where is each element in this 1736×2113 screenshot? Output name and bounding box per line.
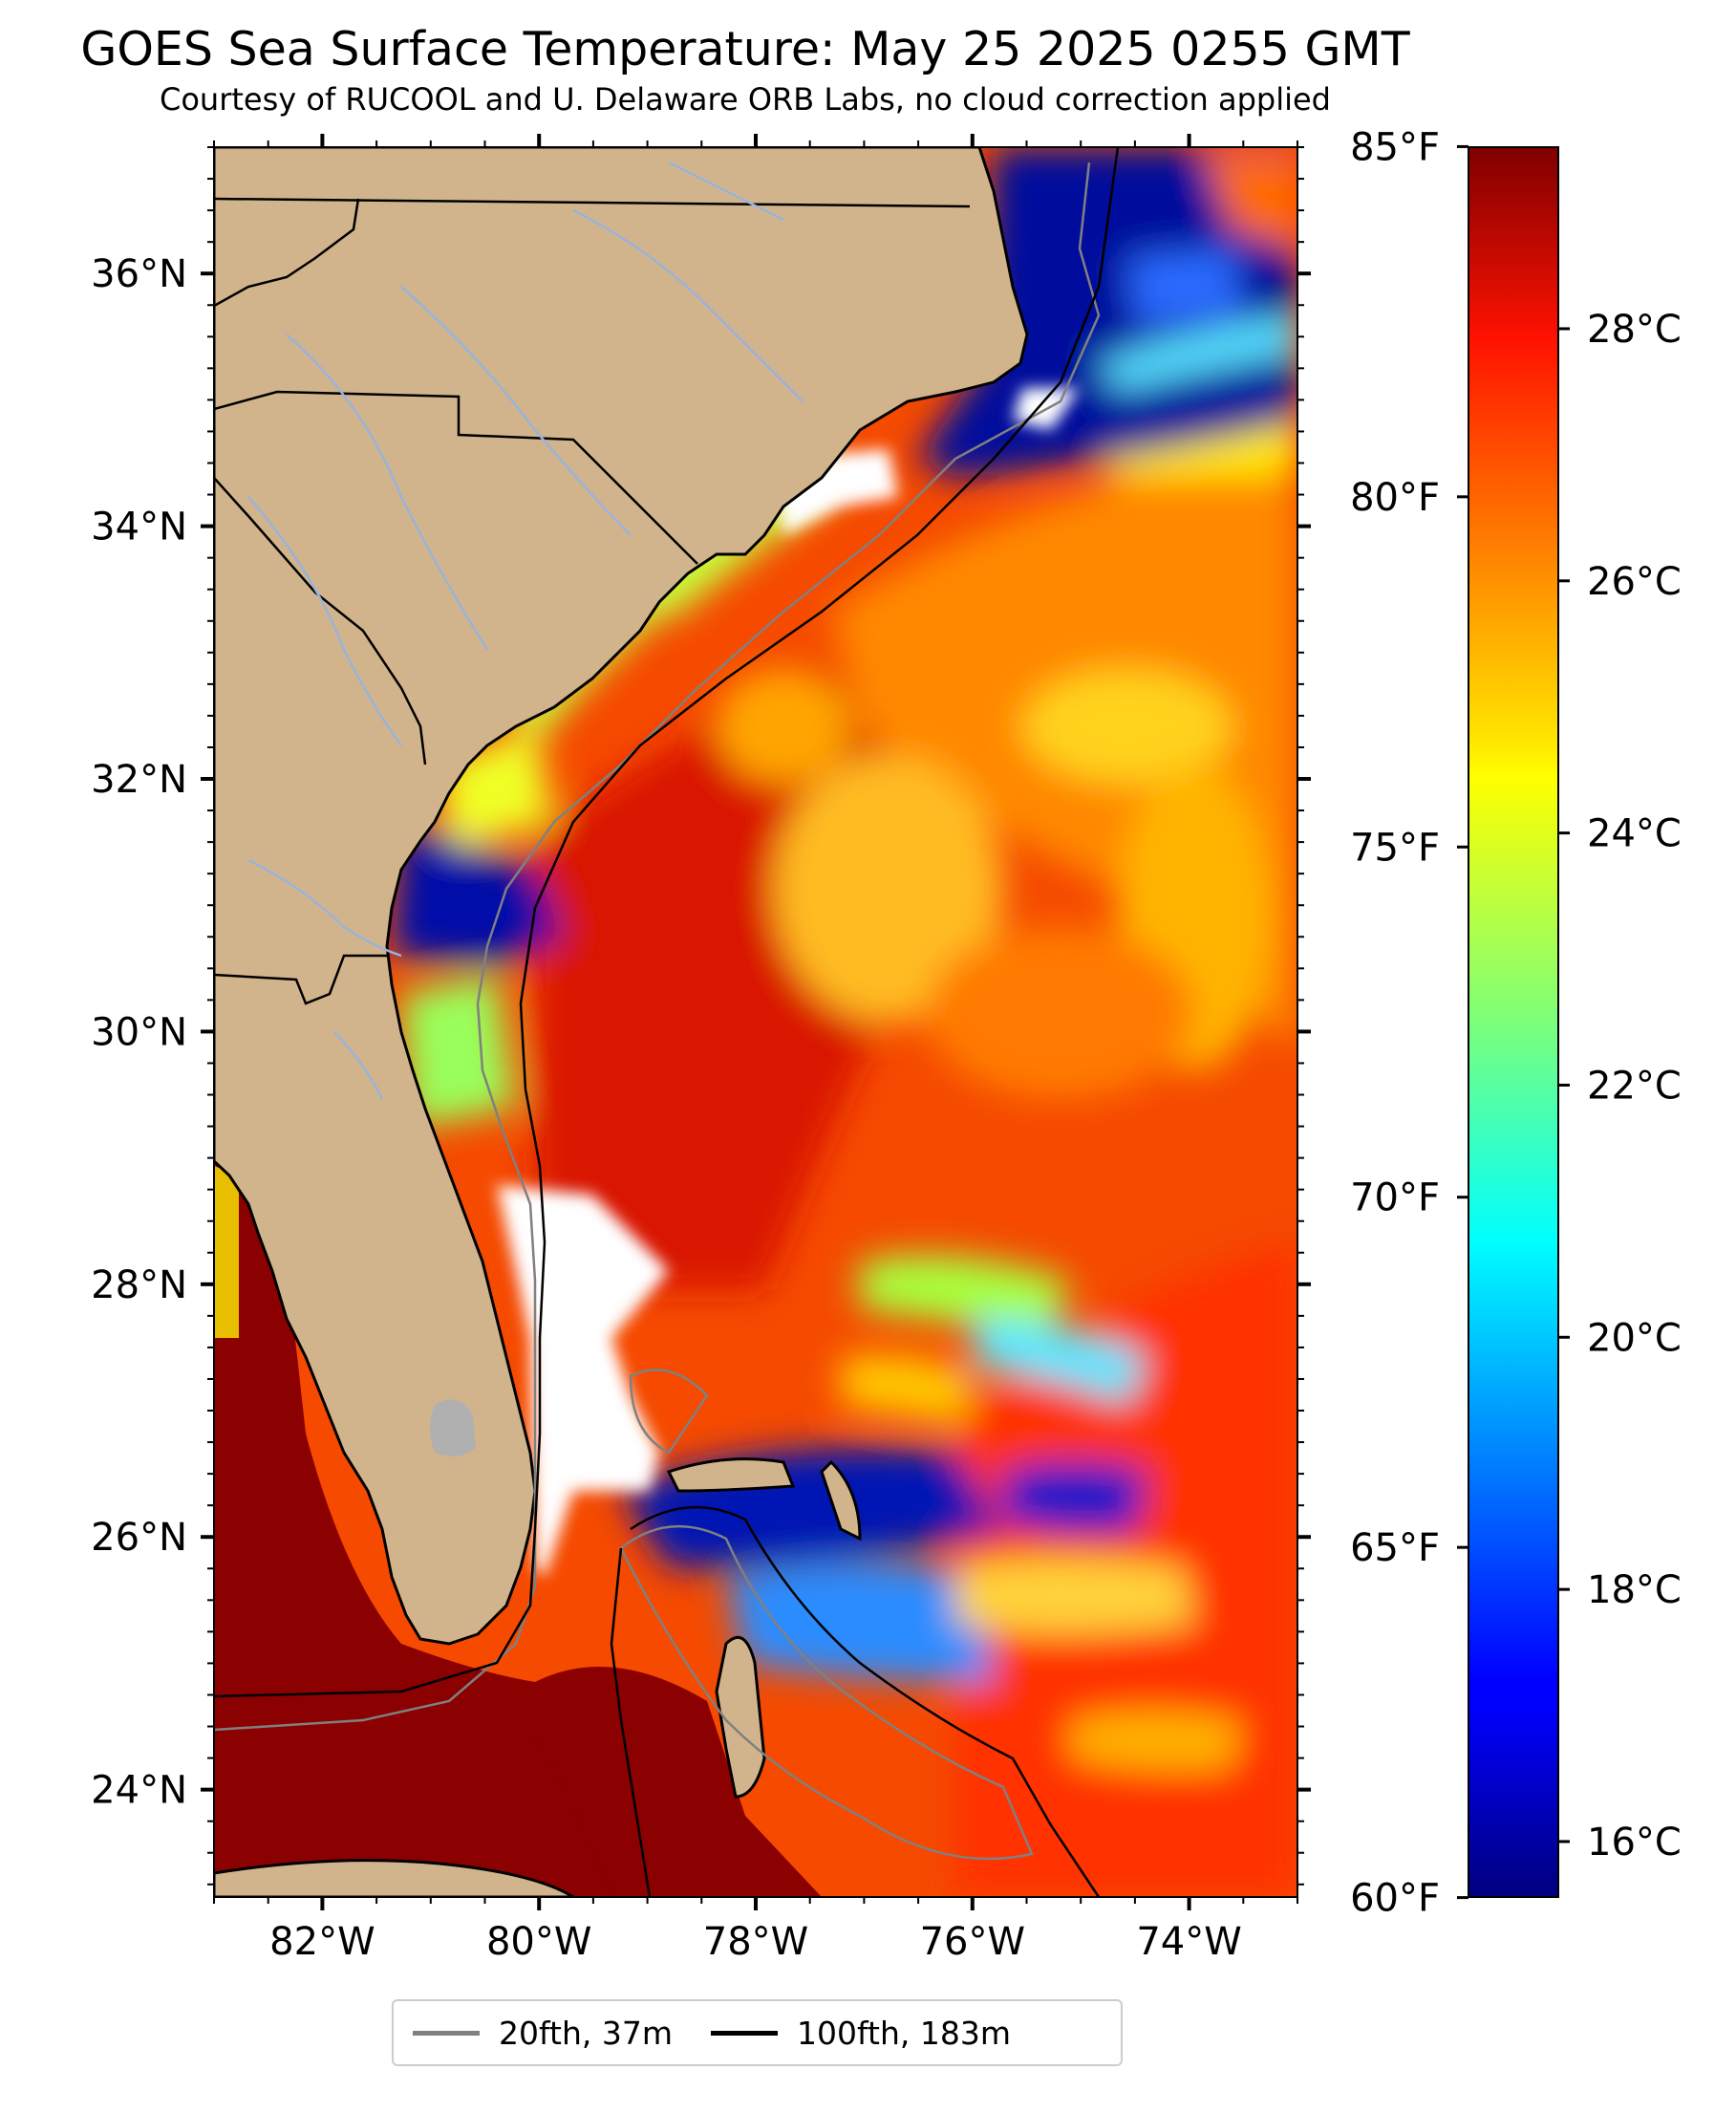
colorbar-celsius-label: 28°C bbox=[1587, 308, 1682, 352]
colorbar-celsius-label: 16°C bbox=[1587, 1821, 1682, 1865]
lat-tick-label: 34°N bbox=[91, 506, 187, 550]
colorbar-celsius-axis: 16°C 18°C 20°C 22°C 24°C 26°C 28°C bbox=[1558, 308, 1682, 1865]
land-bahamas-abaco bbox=[666, 1457, 796, 1493]
land-bahamas-andros bbox=[715, 1635, 766, 1799]
isobath-20fth bbox=[214, 162, 1101, 1732]
legend: 20fth, 37m 100fth, 183m bbox=[392, 1999, 1123, 2066]
isobath-100fth-bahamas bbox=[610, 1505, 1101, 1897]
legend-swatch-100fth bbox=[711, 2030, 778, 2036]
isobath-100fth bbox=[214, 147, 1120, 1698]
legend-label-20fth: 20fth, 37m bbox=[499, 2014, 673, 2052]
colorbar-celsius-label: 18°C bbox=[1587, 1568, 1682, 1612]
lon-tick-label: 76°W bbox=[920, 1920, 1025, 1964]
land-mainland bbox=[214, 147, 1029, 1646]
colorbar-fahrenheit-label: 70°F bbox=[1350, 1176, 1440, 1220]
legend-entry-100fth: 100fth, 183m bbox=[711, 2015, 1011, 2052]
minor-ticks bbox=[207, 140, 1304, 1904]
lat-tick-label: 30°N bbox=[91, 1010, 187, 1054]
colorbar-celsius-label: 22°C bbox=[1587, 1064, 1682, 1108]
lon-tick-label: 78°W bbox=[703, 1920, 808, 1964]
colorbar-fahrenheit-label: 75°F bbox=[1350, 826, 1440, 870]
lon-tick-label: 74°W bbox=[1136, 1920, 1241, 1964]
colorbar-fahrenheit-label: 80°F bbox=[1350, 476, 1440, 520]
legend-entry-20fth: 20fth, 37m bbox=[413, 2015, 673, 2052]
lat-tick-label: 24°N bbox=[91, 1769, 187, 1813]
lat-tick-label: 32°N bbox=[91, 758, 187, 802]
lat-tick-label: 26°N bbox=[91, 1516, 187, 1560]
lon-tick-label: 82°W bbox=[269, 1920, 375, 1964]
colorbar bbox=[1468, 146, 1559, 1898]
colorbar-celsius-label: 24°C bbox=[1587, 812, 1682, 856]
figure-title: GOES Sea Surface Temperature: May 25 202… bbox=[80, 22, 1410, 76]
colorbar-fahrenheit-axis: 60°F 65°F 70°F 75°F 80°F 85°F bbox=[1350, 125, 1468, 1921]
legend-label-100fth: 100fth, 183m bbox=[797, 2014, 1011, 2052]
map-area bbox=[214, 147, 1297, 1897]
lat-tick-label: 36°N bbox=[91, 252, 187, 296]
rivers bbox=[247, 161, 804, 1100]
colorbar-fahrenheit-label: 60°F bbox=[1350, 1877, 1440, 1921]
colorbar-fahrenheit-label: 85°F bbox=[1350, 125, 1440, 169]
state-borders bbox=[214, 197, 971, 1005]
lon-tick-label: 80°W bbox=[486, 1920, 591, 1964]
land-bahamas-eleuthera bbox=[820, 1459, 862, 1542]
lat-tick-label: 28°N bbox=[91, 1263, 187, 1307]
sst-straits-warm bbox=[535, 1667, 822, 1897]
lake-okeechobee bbox=[430, 1399, 476, 1456]
isobath-20fth-bahamas bbox=[619, 1369, 1034, 1861]
figure-subtitle: Courtesy of RUCOOL and U. Delaware ORB L… bbox=[160, 81, 1331, 118]
legend-swatch-20fth bbox=[413, 2030, 480, 2036]
longitude-axis: 82°W 80°W 78°W 76°W 74°W bbox=[269, 134, 1242, 1964]
colorbar-celsius-label: 20°C bbox=[1587, 1316, 1682, 1360]
land-cuba bbox=[214, 1859, 576, 1897]
colorbar-celsius-label: 26°C bbox=[1587, 560, 1682, 604]
sst-gulf-edge bbox=[214, 1166, 239, 1338]
colorbar-fahrenheit-label: 65°F bbox=[1350, 1526, 1440, 1570]
latitude-axis: 24°N 26°N 28°N 30°N 32°N 34°N 36°N bbox=[91, 252, 1311, 1813]
